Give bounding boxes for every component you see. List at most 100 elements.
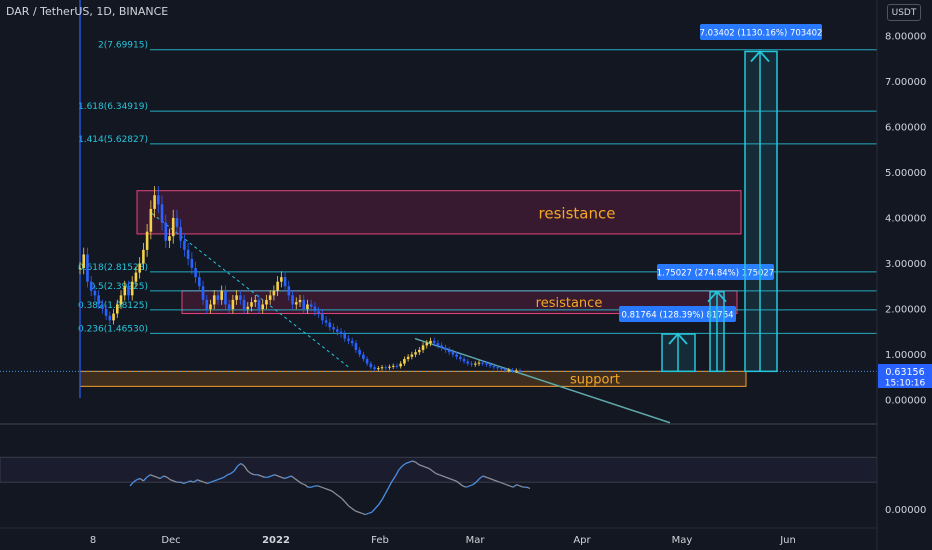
candle-body xyxy=(511,369,514,371)
candle-body xyxy=(171,218,175,237)
rsi-segment xyxy=(213,479,218,482)
currency-button[interactable]: USDT xyxy=(887,4,921,21)
candle-body xyxy=(138,263,141,273)
candle-body xyxy=(496,367,499,369)
candle-body xyxy=(492,365,496,368)
rsi-segment xyxy=(475,478,481,483)
candle-body xyxy=(253,299,257,303)
rsi-segment xyxy=(394,469,400,477)
fib-level-label: 0.5(2.39925) xyxy=(89,282,148,292)
rsi-segment xyxy=(328,489,332,492)
rsi-segment xyxy=(318,485,322,488)
candle-body xyxy=(97,295,100,305)
rsi-segment xyxy=(190,480,195,483)
candle-body xyxy=(440,345,443,348)
y-tick-label: 7.00000 xyxy=(885,77,926,88)
candle-body xyxy=(473,363,477,365)
rsi-segment xyxy=(415,461,420,466)
rsi-segment xyxy=(260,475,265,478)
rsi-segment xyxy=(368,511,373,514)
rsi-segment xyxy=(516,484,521,487)
rsi-segment xyxy=(304,484,309,488)
fib-level-label: 1.618(6.34919) xyxy=(78,102,148,112)
candle-body xyxy=(108,315,112,321)
rsi-segment xyxy=(311,485,316,488)
candle-body xyxy=(380,367,384,369)
candle-body xyxy=(183,240,186,250)
rsi-segment xyxy=(405,461,410,465)
candle-body xyxy=(455,354,458,357)
rsi-segment xyxy=(435,472,440,476)
candle-body xyxy=(224,290,227,305)
x-tick-label: 2022 xyxy=(262,535,290,546)
rsi-segment xyxy=(321,486,326,490)
rsi-segment xyxy=(277,475,282,478)
y-tick-label: 2.00000 xyxy=(885,305,926,316)
candle-body xyxy=(451,352,455,355)
candle-body xyxy=(201,286,205,300)
rsi-segment xyxy=(223,474,228,478)
candle-body xyxy=(332,327,335,330)
countdown-timer: 15:10:16 xyxy=(885,379,926,389)
candle-body xyxy=(302,299,306,309)
rsi-segment xyxy=(294,477,299,482)
candle-body xyxy=(160,204,164,223)
candle-body xyxy=(265,299,268,305)
descending-trend-line xyxy=(414,337,671,424)
rsi-segment xyxy=(482,475,487,478)
rsi-segment xyxy=(489,477,494,481)
support-label: support xyxy=(570,372,620,387)
candle-body xyxy=(365,359,369,364)
rsi-segment xyxy=(519,485,524,488)
candle-body xyxy=(377,368,380,370)
candle-body xyxy=(354,343,358,350)
candle-body xyxy=(425,343,429,346)
candle-body xyxy=(209,304,212,309)
candle-body xyxy=(164,222,168,241)
rsi-segment xyxy=(153,475,158,478)
rsi-segment xyxy=(200,480,205,483)
rsi-segment xyxy=(381,493,387,500)
rsi-segment xyxy=(287,475,292,478)
candle-body xyxy=(477,362,481,364)
candle-body xyxy=(104,309,108,316)
x-tick-label: May xyxy=(672,535,693,546)
rsi-segment xyxy=(149,474,154,477)
candle-body xyxy=(436,343,440,346)
candle-body xyxy=(268,295,272,300)
resistance-zone xyxy=(136,190,742,235)
candle-body xyxy=(186,249,190,259)
rsi-segment xyxy=(502,482,507,486)
fib-level-label: 0.618(2.81528) xyxy=(78,263,148,273)
chart-title: DAR / TetherUS, 1D, BINANCE xyxy=(6,5,169,18)
y-tick-label: 1.00000 xyxy=(885,350,926,361)
rsi-segment xyxy=(207,481,211,485)
candle-body xyxy=(127,286,130,296)
candle-body xyxy=(373,367,376,370)
candle-body xyxy=(459,356,462,360)
rsi-segment xyxy=(274,474,279,477)
rsi-segment xyxy=(257,474,262,477)
candle-body xyxy=(86,254,89,282)
candle-body xyxy=(93,290,97,296)
candle-body xyxy=(444,347,447,350)
rsi-segment xyxy=(391,475,397,482)
candle-body xyxy=(429,340,432,344)
candle-body xyxy=(153,195,156,209)
rsi-segment xyxy=(233,465,239,472)
fib-level-label: 1.414(5.62827) xyxy=(78,135,148,145)
rsi-segment xyxy=(173,480,178,483)
rsi-segment xyxy=(351,507,356,512)
rsi-segment xyxy=(170,479,174,482)
rsi-segment xyxy=(512,484,517,488)
candle-body xyxy=(235,295,238,300)
rsi-segment xyxy=(183,481,188,485)
candle-body xyxy=(470,363,473,365)
target-arrow-head xyxy=(750,50,770,63)
resistance-label: resistance xyxy=(539,204,616,222)
candle-body xyxy=(514,370,518,372)
rsi-segment xyxy=(449,477,453,481)
rsi-segment xyxy=(136,477,141,481)
rsi-segment xyxy=(240,463,245,467)
